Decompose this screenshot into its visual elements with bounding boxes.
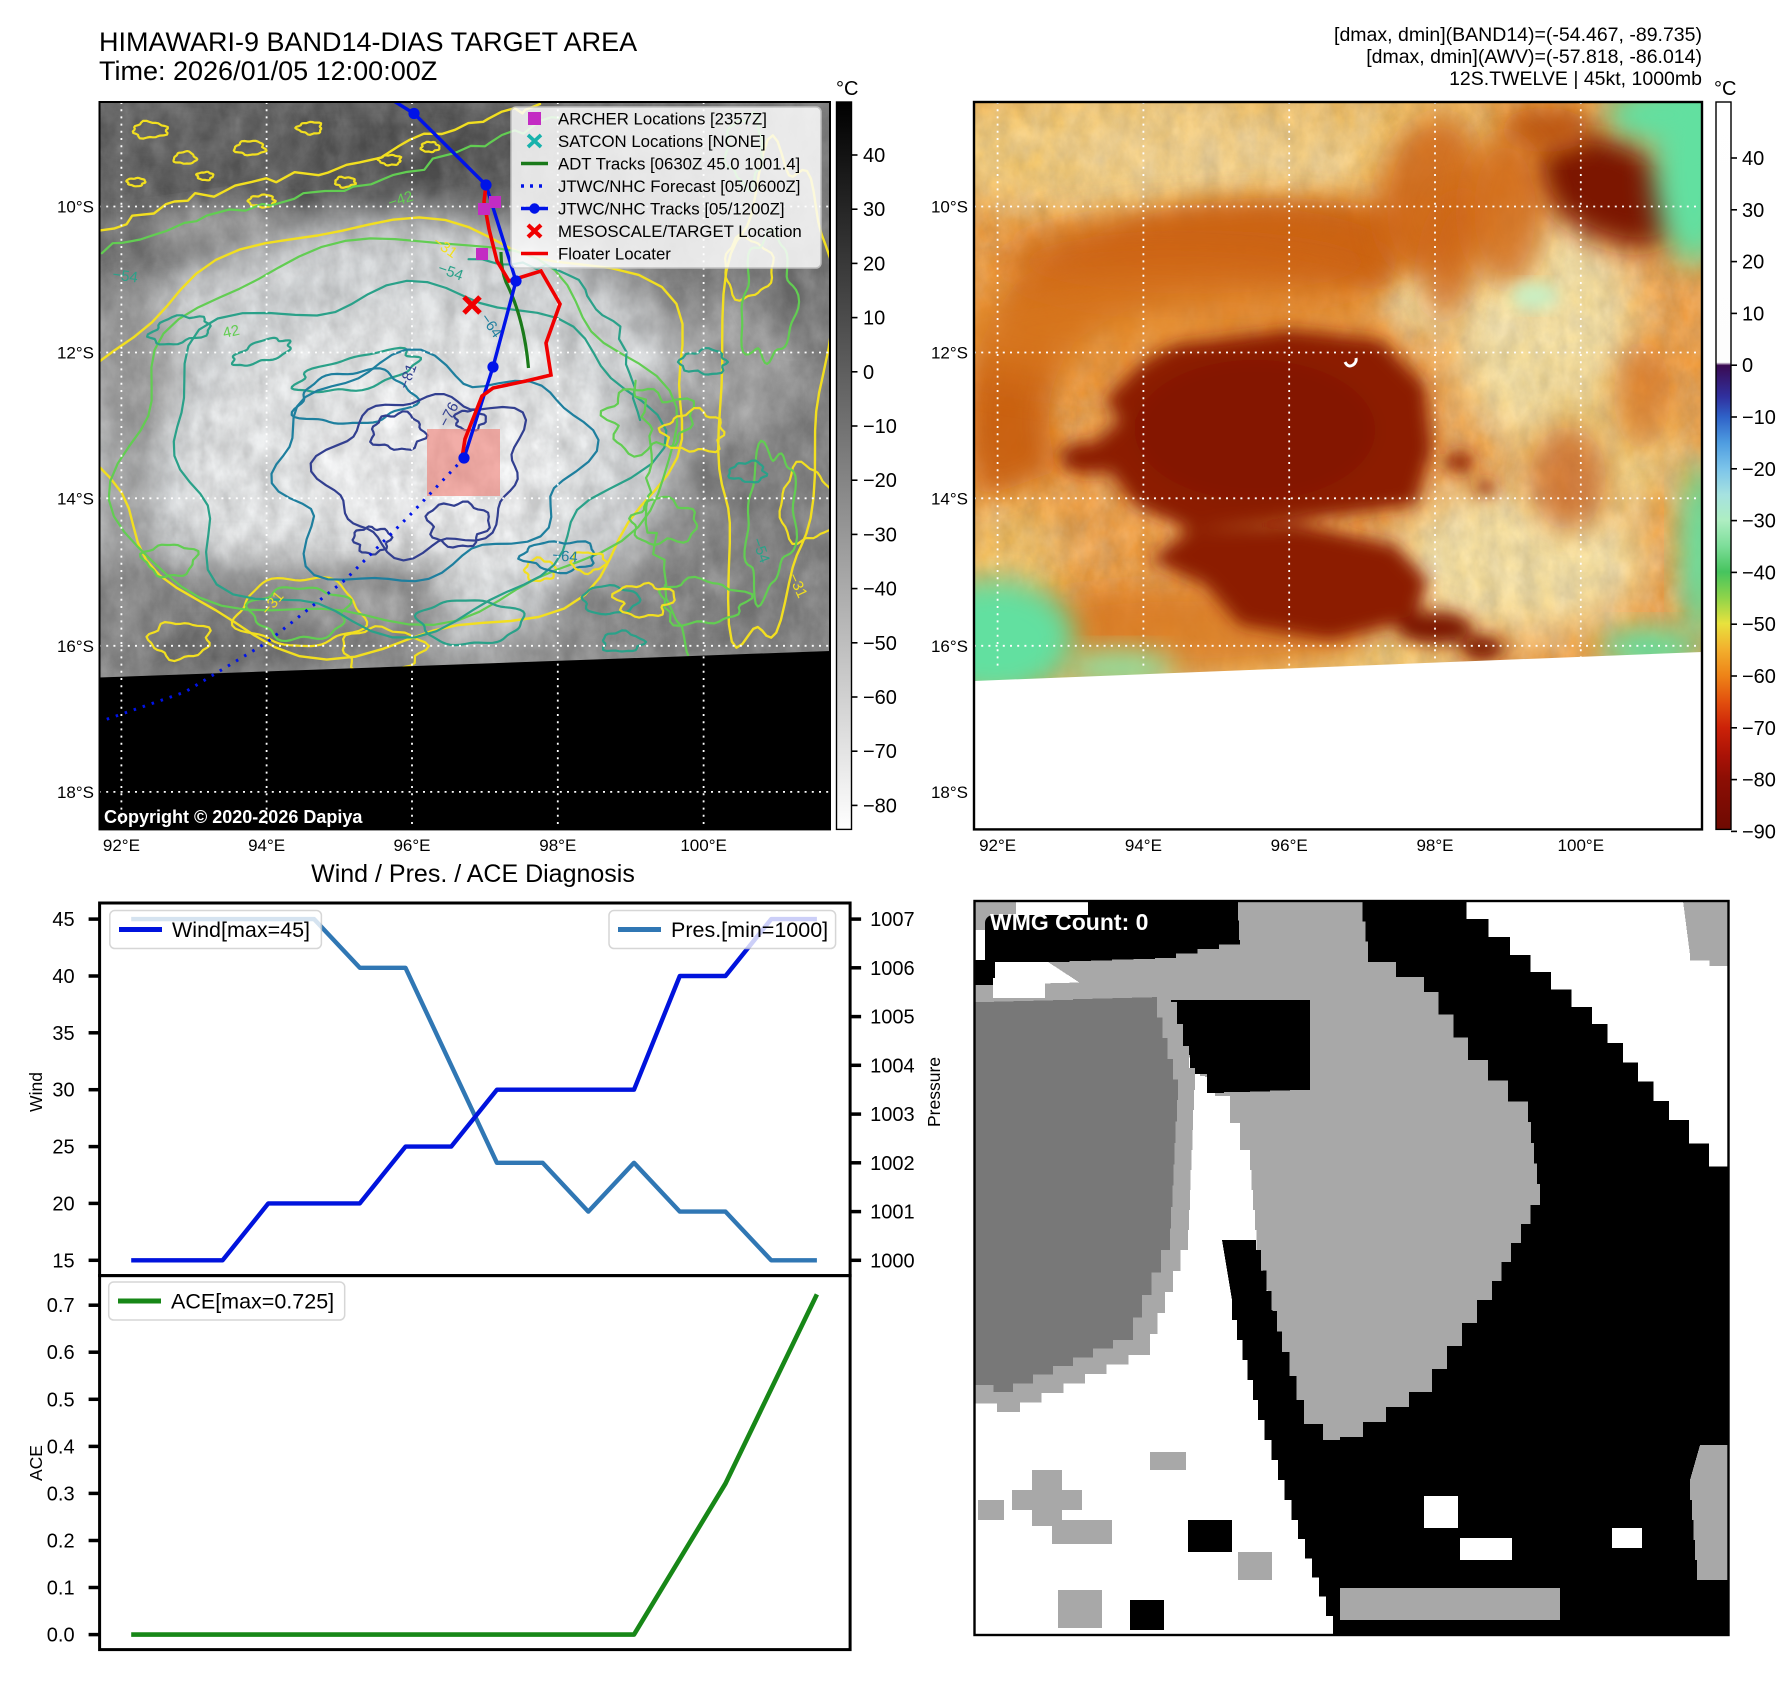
svg-text:1002: 1002 [870,1153,915,1175]
svg-text:0.3: 0.3 [47,1483,75,1505]
svg-text:0.2: 0.2 [47,1531,75,1553]
svg-text:−30: −30 [863,524,897,546]
svg-text:1007: 1007 [870,909,915,931]
svg-text:96°E: 96°E [393,836,430,855]
svg-text:94°E: 94°E [248,836,285,855]
svg-text:94°E: 94°E [1125,836,1162,855]
svg-text:45: 45 [52,909,74,931]
svg-text:1001: 1001 [870,1202,915,1224]
svg-text:−30: −30 [1742,511,1776,533]
svg-text:−50: −50 [863,633,897,655]
svg-text:30: 30 [1742,200,1764,222]
svg-text:JTWC/NHC Tracks [05/1200Z]: JTWC/NHC Tracks [05/1200Z] [558,200,785,219]
svg-text:Wind / Pres. / ACE Diagnosis: Wind / Pres. / ACE Diagnosis [311,860,635,888]
svg-text:12°S: 12°S [57,344,94,363]
svg-text:40: 40 [1742,148,1764,170]
svg-text:20: 20 [1742,252,1764,274]
svg-text:15: 15 [52,1250,74,1272]
svg-text:Copyright © 2020-2026 Dapiya: Copyright © 2020-2026 Dapiya [104,807,363,827]
svg-text:−80: −80 [1742,770,1776,792]
svg-text:−40: −40 [1742,562,1776,584]
svg-text:−70: −70 [1742,718,1776,740]
svg-text:18°S: 18°S [931,783,968,802]
svg-text:92°E: 92°E [103,836,140,855]
svg-text:0.6: 0.6 [47,1342,75,1364]
svg-text:30: 30 [52,1080,74,1102]
svg-text:JTWC/NHC Forecast [05/0600Z]: JTWC/NHC Forecast [05/0600Z] [558,177,800,196]
svg-text:14°S: 14°S [931,489,968,508]
svg-text:−64: −64 [552,547,579,566]
svg-text:10: 10 [863,308,885,330]
svg-text:WMG Count: 0: WMG Count: 0 [990,909,1148,935]
svg-text:16°S: 16°S [931,637,968,656]
svg-text:−60: −60 [863,687,897,709]
svg-text:10°S: 10°S [57,198,94,217]
svg-text:40: 40 [863,145,885,167]
svg-text:ADT Tracks [0630Z 45.0 1001.4]: ADT Tracks [0630Z 45.0 1001.4] [558,155,800,174]
svg-text:ARCHER Locations [2357Z]: ARCHER Locations [2357Z] [558,110,767,129]
svg-text:0.7: 0.7 [47,1295,75,1317]
svg-text:1003: 1003 [870,1104,915,1126]
svg-text:16°S: 16°S [57,637,94,656]
svg-text:100°E: 100°E [680,836,727,855]
svg-text:40: 40 [52,966,74,988]
svg-text:−50: −50 [1742,614,1776,636]
svg-text:Wind[max=45]: Wind[max=45] [172,918,310,942]
svg-text:MESOSCALE/TARGET Location: MESOSCALE/TARGET Location [558,222,802,241]
svg-text:92°E: 92°E [979,836,1016,855]
svg-text:−90: −90 [1742,821,1776,843]
svg-text:[dmax, dmin](AWV)=(-57.818, -8: [dmax, dmin](AWV)=(-57.818, -86.014) [1366,46,1702,68]
svg-text:10: 10 [1742,303,1764,325]
svg-text:0.5: 0.5 [47,1389,75,1411]
svg-text:−54: −54 [111,266,139,286]
svg-text:−10: −10 [863,416,897,438]
svg-text:0.0: 0.0 [47,1625,75,1647]
svg-text:1006: 1006 [870,958,915,980]
svg-text:°C: °C [1714,78,1736,100]
svg-text:1004: 1004 [870,1055,915,1077]
svg-text:Pressure: Pressure [924,1057,944,1127]
svg-text:Pres.[min=1000]: Pres.[min=1000] [671,918,828,942]
svg-text:−60: −60 [1742,666,1776,688]
svg-text:100°E: 100°E [1558,836,1605,855]
svg-text:0: 0 [1742,355,1753,377]
svg-text:−80: −80 [863,795,897,817]
svg-text:−10: −10 [1742,407,1776,429]
svg-text:SATCON Locations [NONE]: SATCON Locations [NONE] [558,132,766,151]
svg-text:0.4: 0.4 [47,1436,75,1458]
svg-text:−70: −70 [863,741,897,763]
svg-text:[dmax, dmin](BAND14)=(-54.467,: [dmax, dmin](BAND14)=(-54.467, -89.735) [1334,24,1702,46]
svg-text:14°S: 14°S [57,489,94,508]
svg-text:0: 0 [863,362,874,384]
svg-text:Wind: Wind [26,1072,46,1112]
svg-text:98°E: 98°E [539,836,576,855]
svg-text:HIMAWARI-9 BAND14-DIAS TARGET: HIMAWARI-9 BAND14-DIAS TARGET AREA [99,27,637,57]
svg-text:−40: −40 [863,579,897,601]
svg-text:25: 25 [52,1137,74,1159]
svg-text:20: 20 [863,253,885,275]
svg-text:−20: −20 [1742,459,1776,481]
svg-text:1000: 1000 [870,1250,915,1272]
svg-text:Time: 2026/01/05 12:00:00Z: Time: 2026/01/05 12:00:00Z [99,56,437,86]
svg-text:°C: °C [836,78,858,100]
svg-text:−20: −20 [863,470,897,492]
svg-text:ACE: ACE [26,1445,46,1481]
svg-text:18°S: 18°S [57,783,94,802]
svg-text:96°E: 96°E [1271,836,1308,855]
svg-text:0.1: 0.1 [47,1578,75,1600]
svg-text:10°S: 10°S [931,198,968,217]
svg-text:20: 20 [52,1193,74,1215]
svg-text:ACE[max=0.725]: ACE[max=0.725] [171,1290,334,1314]
svg-text:35: 35 [52,1023,74,1045]
svg-text:30: 30 [863,199,885,221]
svg-text:42: 42 [221,322,241,342]
svg-text:1005: 1005 [870,1007,915,1029]
svg-text:98°E: 98°E [1416,836,1453,855]
svg-text:12S.TWELVE | 45kt, 1000mb: 12S.TWELVE | 45kt, 1000mb [1449,68,1702,90]
svg-text:Floater Locater: Floater Locater [558,245,671,264]
svg-text:12°S: 12°S [931,344,968,363]
